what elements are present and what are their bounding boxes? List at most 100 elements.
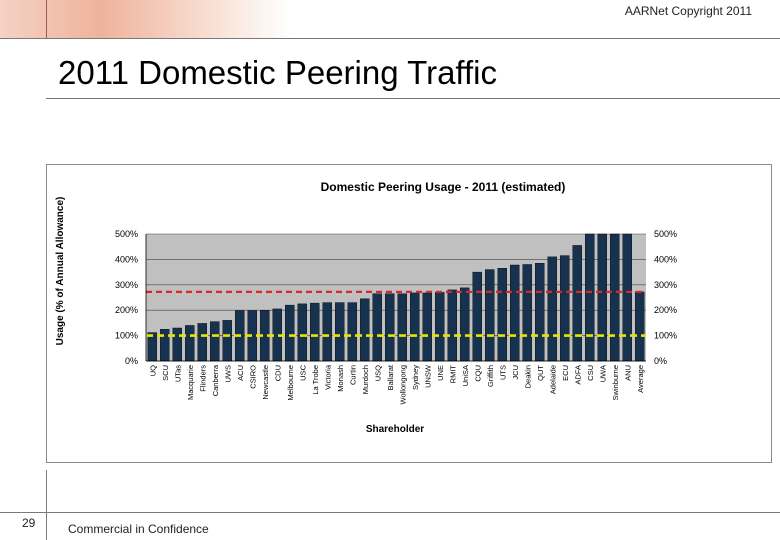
bar xyxy=(185,325,195,362)
bar xyxy=(372,293,382,362)
bar xyxy=(622,233,632,362)
x-tick-label: USC xyxy=(298,364,307,380)
bar xyxy=(510,264,520,362)
x-tick-label: ADFA xyxy=(573,365,582,385)
x-tick-label: Wollongong xyxy=(398,365,407,404)
x-tick-label: UniSA xyxy=(461,365,470,386)
x-tick-label: UNSW xyxy=(423,364,432,388)
bar xyxy=(422,292,432,362)
bar xyxy=(435,292,445,362)
x-tick-label: UNE xyxy=(436,365,445,381)
y-tick-label: 300% xyxy=(115,280,138,290)
copyright-text: AARNet Copyright 2011 xyxy=(624,4,752,18)
y-tick-label: 100% xyxy=(115,331,138,341)
y-tick-label-right: 500% xyxy=(654,229,677,239)
x-tick-label: Canberra xyxy=(211,364,220,396)
x-tick-label: UTS xyxy=(498,365,507,380)
footer-divider-vertical xyxy=(46,470,47,540)
header-divider-vertical xyxy=(46,0,47,38)
bar xyxy=(497,268,507,362)
x-tick-label: Sydney xyxy=(411,365,420,390)
bar xyxy=(610,233,620,362)
y-tick-label: 200% xyxy=(115,305,138,315)
x-tick-label: CSU xyxy=(586,365,595,381)
bar xyxy=(197,323,207,362)
x-tick-label: USQ xyxy=(373,365,382,381)
bar xyxy=(335,302,345,362)
title-underline xyxy=(46,98,780,99)
bar xyxy=(472,271,482,362)
bar xyxy=(322,302,332,362)
bar xyxy=(485,269,495,362)
bar xyxy=(560,255,570,362)
x-axis-label: Shareholder xyxy=(366,424,424,435)
bar xyxy=(522,264,532,362)
footer-text: Commercial in Confidence xyxy=(68,522,209,536)
x-tick-label: Deakin xyxy=(523,365,532,388)
bar xyxy=(360,298,370,362)
y-tick-label-right: 200% xyxy=(654,305,677,315)
x-tick-label: La Trobe xyxy=(311,365,320,395)
bar xyxy=(222,320,232,362)
bars xyxy=(147,233,645,362)
x-tick-label: UWS xyxy=(223,365,232,383)
x-tick-label: Ballarat xyxy=(386,364,395,390)
bar xyxy=(310,302,320,362)
x-tick-label: Curtin xyxy=(348,365,357,385)
bar xyxy=(572,245,582,362)
y-axis-label: Usage (% of Annual Allowance) xyxy=(55,197,66,346)
plot-area xyxy=(146,234,646,361)
y-tick-label: 400% xyxy=(115,254,138,264)
x-tick-label: SCU xyxy=(161,365,170,381)
y-tick-label: 0% xyxy=(125,356,138,366)
x-tick-label: ACU xyxy=(236,365,245,381)
bar xyxy=(347,302,357,362)
slide-title: 2011 Domestic Peering Traffic xyxy=(58,54,497,91)
y-tick-label: 500% xyxy=(115,229,138,239)
x-tick-label: CDU xyxy=(273,365,282,381)
x-tick-label: JCU xyxy=(511,365,520,380)
bar xyxy=(172,327,182,362)
x-tick-label: Monash xyxy=(336,365,345,392)
x-tick-labels: UQ SCU UTas Macquarie Flinders Canberra UWS ACU… xyxy=(148,364,645,404)
chart-title: Domestic Peering Usage - 2011 (estimated… xyxy=(321,180,566,194)
bar xyxy=(460,287,470,362)
x-tick-label: Flinders xyxy=(198,365,207,392)
x-tick-label: Swinburne xyxy=(611,365,620,400)
x-tick-label: UWA xyxy=(598,365,607,382)
header-divider xyxy=(0,38,780,39)
bar-chart: Domestic Peering Usage - 2011 (estimated… xyxy=(55,180,677,435)
x-tick-label: QUT xyxy=(536,365,545,381)
header-banner xyxy=(0,0,290,38)
x-tick-label: RMIT xyxy=(448,365,457,384)
bar xyxy=(635,291,645,362)
y-ticks-right: 0% 100% 200% 300% 400% 500% xyxy=(654,229,677,366)
x-tick-label: ECU xyxy=(561,365,570,381)
chart-panel: Domestic Peering Usage - 2011 (estimated… xyxy=(46,164,772,463)
bar xyxy=(285,304,295,362)
bar xyxy=(547,256,557,362)
footer-divider xyxy=(0,512,780,513)
reference-lines xyxy=(145,234,646,362)
x-tick-label: Macquarie xyxy=(186,365,195,400)
y-tick-label-right: 400% xyxy=(654,254,677,264)
x-tick-label: CQU xyxy=(473,365,482,382)
bar xyxy=(447,289,457,362)
x-tick-label: Adelaide xyxy=(548,365,557,394)
y-tick-label-right: 300% xyxy=(654,280,677,290)
y-tick-label-right: 0% xyxy=(654,356,667,366)
bar xyxy=(210,321,220,362)
x-tick-label: Griffith xyxy=(486,365,495,387)
x-tick-label: Murdoch xyxy=(361,365,370,394)
slide-number: 29 xyxy=(22,516,36,530)
x-tick-label: Melbourne xyxy=(286,365,295,400)
x-tick-label: ANU xyxy=(623,365,632,381)
y-ticks-left: 0% 100% 200% 300% 400% 500% xyxy=(115,229,138,366)
bar xyxy=(597,233,607,362)
bar xyxy=(160,329,170,362)
bar xyxy=(585,233,595,362)
bar xyxy=(535,263,545,362)
bar xyxy=(297,303,307,362)
x-tick-label: Average xyxy=(636,365,645,393)
x-tick-label: Newcastle xyxy=(261,365,270,400)
